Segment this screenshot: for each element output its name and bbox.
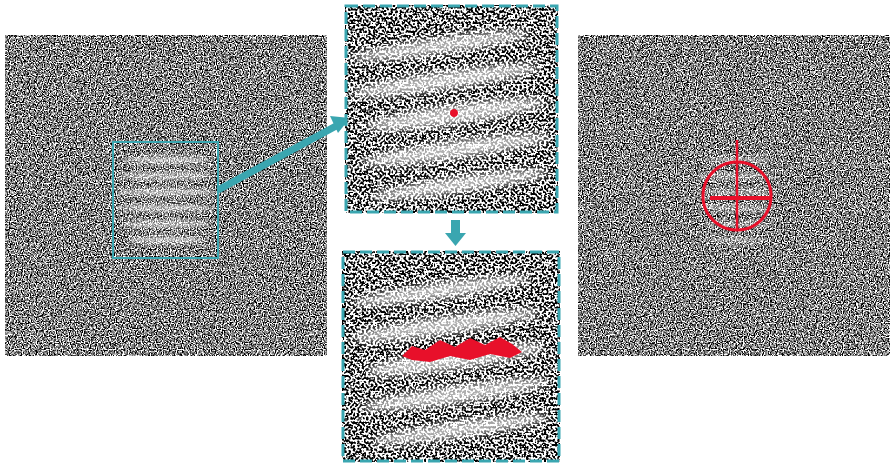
figure <box>0 0 890 467</box>
arrow-down-head <box>445 233 466 246</box>
center-point <box>450 109 458 117</box>
arrow-down-shaft <box>451 220 460 234</box>
page <box>0 0 890 467</box>
noise-image-right <box>578 35 890 356</box>
